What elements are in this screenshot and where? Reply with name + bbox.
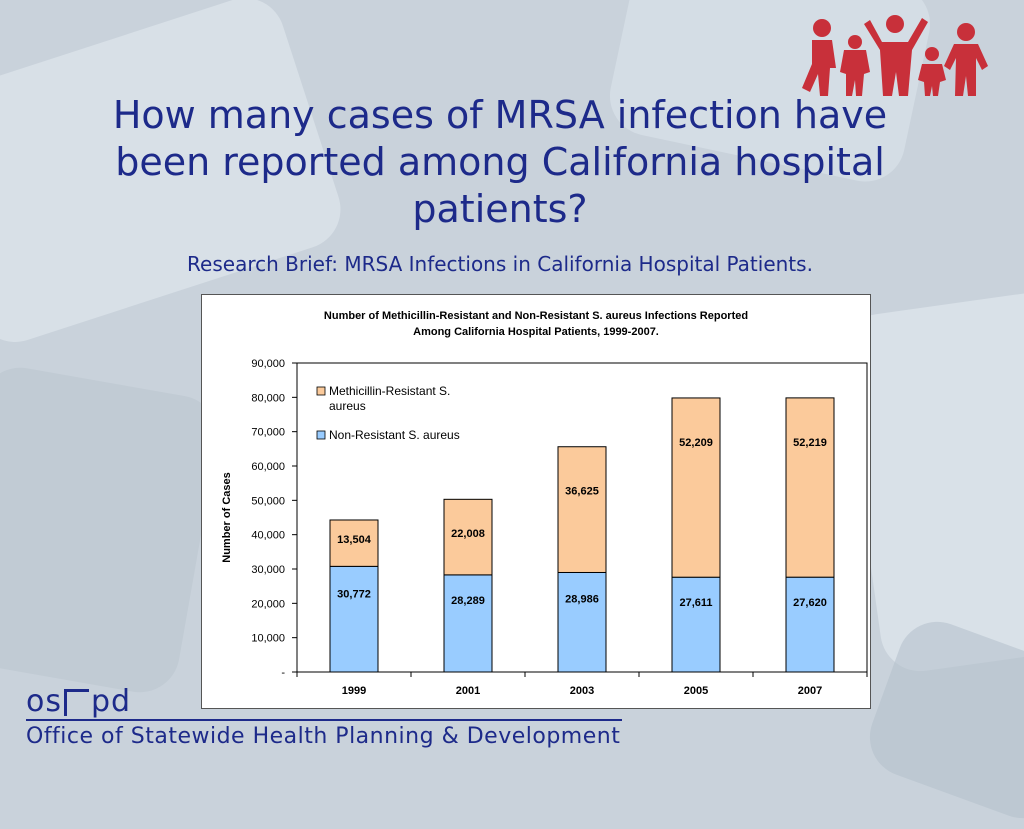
x-tick-label: 1999 xyxy=(342,685,366,697)
bar-non-resistant xyxy=(785,576,835,673)
y-tick-label: 60,000 xyxy=(251,461,285,473)
data-label: 13,504 xyxy=(337,534,372,546)
chart-title-line: Number of Methicillin-Resistant and Non-… xyxy=(324,310,748,322)
footer-org-name: Office of Statewide Health Planning & De… xyxy=(26,724,621,749)
bar-non-resistant xyxy=(671,576,721,673)
legend-swatch-non-resistant xyxy=(316,430,326,440)
bar-mrsa xyxy=(557,446,607,573)
data-label: 52,209 xyxy=(679,437,713,449)
y-tick-label: 10,000 xyxy=(251,633,285,645)
stacked-bar-chart: Number of Methicillin-Resistant and Non-… xyxy=(221,310,868,697)
slide-subtitle: Research Brief: MRSA Infections in Calif… xyxy=(187,252,813,276)
legend-swatch-mrsa xyxy=(316,386,326,396)
y-tick-label: - xyxy=(281,667,285,679)
bar-non-resistant xyxy=(557,571,607,673)
x-tick-label: 2007 xyxy=(798,685,822,697)
data-label: 28,289 xyxy=(451,595,485,607)
y-axis-label: Number of Cases xyxy=(221,472,233,562)
bar-mrsa xyxy=(329,519,379,567)
bar-mrsa xyxy=(671,397,721,578)
chart-container: Number of Methicillin-Resistant and Non-… xyxy=(201,294,871,709)
data-label: 27,611 xyxy=(679,597,712,609)
legend-label-non-resistant: Non-Resistant S. aureus xyxy=(329,428,460,442)
family-logo-icon xyxy=(802,15,988,96)
slide-title: How many cases of MRSA infection have be… xyxy=(112,93,888,231)
data-label: 27,620 xyxy=(793,597,827,609)
y-tick-label: 90,000 xyxy=(251,358,285,370)
y-tick-label: 20,000 xyxy=(251,598,285,610)
bar-mrsa xyxy=(785,397,835,578)
y-tick-label: 40,000 xyxy=(251,530,285,542)
background-puzzle-piece xyxy=(0,361,225,699)
chart-title-line: Among California Hospital Patients, 1999… xyxy=(413,326,659,338)
logo-text-right: pd xyxy=(90,684,132,719)
x-tick-label: 2003 xyxy=(570,685,594,697)
data-label: 36,625 xyxy=(565,486,599,498)
footer-divider xyxy=(26,719,622,721)
logo-text-left: os xyxy=(26,684,62,719)
bar-non-resistant xyxy=(443,574,493,673)
data-label: 52,219 xyxy=(793,437,827,449)
x-tick-label: 2005 xyxy=(684,685,708,697)
oshpd-logo: os pd xyxy=(26,684,131,719)
data-label: 28,986 xyxy=(565,593,599,605)
y-tick-label: 50,000 xyxy=(251,495,285,507)
y-tick-label: 30,000 xyxy=(251,564,285,576)
bar-non-resistant xyxy=(329,565,379,673)
bar-mrsa xyxy=(443,498,493,576)
data-label: 30,772 xyxy=(337,589,371,601)
x-tick-label: 2001 xyxy=(456,685,480,697)
logo-mark xyxy=(63,689,89,716)
data-label: 22,008 xyxy=(451,528,485,540)
legend-label-mrsa: Methicillin-Resistant S. xyxy=(329,384,450,398)
y-tick-label: 80,000 xyxy=(251,392,285,404)
legend-label-mrsa: aureus xyxy=(329,399,366,413)
y-tick-label: 70,000 xyxy=(251,427,285,439)
